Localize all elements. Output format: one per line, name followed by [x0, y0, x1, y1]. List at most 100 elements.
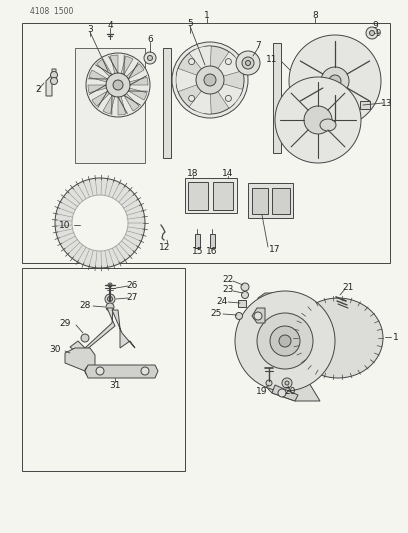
Wedge shape	[92, 91, 109, 106]
Text: 30: 30	[49, 345, 61, 354]
Circle shape	[321, 67, 349, 95]
Wedge shape	[210, 64, 244, 96]
Circle shape	[106, 303, 114, 311]
Text: 10: 10	[59, 221, 71, 230]
Circle shape	[141, 367, 149, 375]
Text: 16: 16	[206, 246, 218, 255]
Polygon shape	[272, 385, 298, 401]
Bar	[75, 48, 145, 163]
Wedge shape	[130, 77, 148, 85]
Circle shape	[113, 80, 123, 90]
Circle shape	[225, 95, 231, 101]
Circle shape	[105, 294, 115, 304]
Text: 3: 3	[87, 25, 93, 34]
Wedge shape	[103, 95, 115, 114]
Text: 26: 26	[126, 280, 137, 289]
Bar	[210, 234, 215, 248]
Circle shape	[108, 283, 112, 287]
Text: 31: 31	[109, 381, 121, 390]
Circle shape	[289, 35, 381, 127]
Text: 1: 1	[204, 12, 210, 20]
Text: 5: 5	[187, 19, 193, 28]
Polygon shape	[46, 69, 56, 96]
Circle shape	[241, 283, 249, 291]
Circle shape	[370, 30, 375, 36]
Bar	[213, 182, 233, 210]
Text: 4108  1500: 4108 1500	[30, 6, 73, 15]
Bar	[22, 268, 185, 471]
Bar	[163, 48, 171, 158]
Polygon shape	[252, 308, 265, 323]
Text: 8: 8	[312, 12, 318, 20]
Text: 21: 21	[342, 282, 354, 292]
Polygon shape	[258, 293, 320, 401]
Circle shape	[55, 178, 145, 268]
Wedge shape	[126, 64, 144, 79]
Wedge shape	[97, 59, 112, 77]
Circle shape	[172, 42, 248, 118]
Text: 6: 6	[147, 35, 153, 44]
Bar	[195, 234, 200, 248]
Wedge shape	[189, 46, 211, 80]
Circle shape	[81, 334, 89, 342]
Circle shape	[254, 312, 262, 320]
Circle shape	[106, 73, 130, 97]
Text: 20: 20	[284, 386, 296, 395]
Text: 4: 4	[107, 20, 113, 29]
Text: 28: 28	[79, 301, 91, 310]
Text: 9: 9	[372, 20, 378, 29]
Circle shape	[196, 66, 224, 94]
Circle shape	[279, 335, 291, 347]
Circle shape	[88, 369, 92, 373]
Circle shape	[225, 59, 231, 64]
Text: 18: 18	[187, 168, 199, 177]
Text: 23: 23	[222, 286, 234, 295]
Polygon shape	[112, 310, 135, 348]
Circle shape	[242, 57, 254, 69]
Circle shape	[144, 52, 156, 64]
Wedge shape	[189, 80, 211, 114]
Bar	[248, 183, 293, 218]
Circle shape	[107, 296, 113, 302]
Circle shape	[188, 59, 195, 64]
Text: 15: 15	[192, 246, 204, 255]
Text: 9: 9	[375, 28, 381, 37]
Polygon shape	[85, 365, 158, 378]
Circle shape	[282, 378, 292, 388]
Bar	[185, 178, 237, 213]
Circle shape	[188, 95, 195, 101]
Wedge shape	[210, 80, 243, 108]
Wedge shape	[124, 93, 139, 111]
Text: 11: 11	[266, 54, 278, 63]
Wedge shape	[204, 80, 235, 114]
Bar	[252, 188, 268, 214]
Text: 14: 14	[222, 168, 234, 177]
Circle shape	[270, 326, 300, 356]
Wedge shape	[204, 46, 235, 80]
Text: 22: 22	[222, 274, 234, 284]
Wedge shape	[110, 55, 118, 74]
Text: 17: 17	[269, 246, 281, 254]
Wedge shape	[88, 85, 106, 93]
Wedge shape	[121, 56, 133, 75]
Wedge shape	[89, 70, 108, 82]
Circle shape	[285, 381, 289, 385]
Circle shape	[366, 27, 378, 39]
Circle shape	[86, 53, 150, 117]
Circle shape	[85, 366, 95, 376]
Circle shape	[72, 195, 128, 251]
Text: 27: 27	[126, 293, 137, 302]
Circle shape	[304, 106, 332, 134]
Circle shape	[329, 75, 341, 87]
Text: 25: 25	[210, 309, 222, 318]
Text: 1: 1	[393, 333, 399, 342]
Text: 2: 2	[35, 85, 41, 94]
Text: 29: 29	[59, 319, 71, 327]
Bar	[273, 43, 281, 153]
Circle shape	[266, 380, 272, 386]
Circle shape	[242, 292, 248, 298]
Circle shape	[204, 74, 216, 86]
Circle shape	[235, 312, 242, 319]
Circle shape	[236, 51, 260, 75]
Circle shape	[257, 313, 313, 369]
